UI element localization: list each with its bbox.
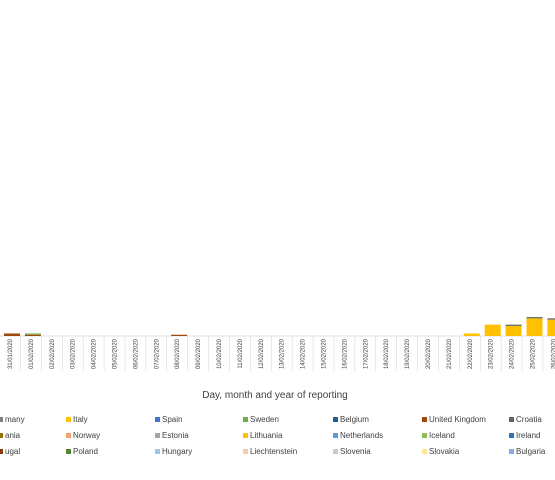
legend: many Italy Spain Sweden Belgium United Kingdo… bbox=[0, 415, 546, 456]
legend-label: Ireland bbox=[516, 431, 540, 440]
legend-swatch bbox=[155, 417, 160, 422]
x-tick-label: 25/02/2020 bbox=[531, 338, 537, 369]
x-tick-label: 16/02/2020 bbox=[342, 338, 348, 369]
legend-swatch bbox=[66, 433, 71, 438]
legend-label: Spain bbox=[162, 415, 182, 424]
legend-swatch bbox=[509, 449, 514, 454]
legend-label: Hungary bbox=[162, 447, 192, 456]
legend-label: Sweden bbox=[250, 415, 279, 424]
bar-croatia bbox=[505, 324, 522, 326]
legend-swatch bbox=[333, 433, 338, 438]
bar-croatia bbox=[547, 318, 555, 320]
bar-italy bbox=[526, 318, 543, 336]
x-tick-label: 13/02/2020 bbox=[280, 338, 286, 369]
bar-united-kingdom bbox=[171, 334, 188, 336]
legend-label: many bbox=[5, 415, 25, 424]
legend-label: Iceland bbox=[429, 431, 455, 440]
x-tick-label: 12/02/2020 bbox=[259, 338, 265, 369]
x-tick-label: 10/02/2020 bbox=[217, 338, 223, 369]
legend-label: Netherlands bbox=[340, 431, 383, 440]
legend-label: ugal bbox=[5, 447, 20, 456]
legend-label: United Kingdom bbox=[429, 415, 486, 424]
bar-italy bbox=[505, 325, 522, 336]
x-tick-label: 11/02/2020 bbox=[238, 338, 244, 368]
legend-swatch bbox=[0, 449, 3, 454]
legend-swatch bbox=[333, 449, 338, 454]
x-tick-labels: 31/01/2020 01/02/2020 02/02/2020 03/02/2020… bbox=[8, 336, 555, 371]
x-tick-label: 04/02/2020 bbox=[92, 338, 98, 369]
bar-united-kingdom bbox=[4, 333, 20, 336]
legend-swatch bbox=[0, 433, 3, 438]
x-tick-label: 20/02/2020 bbox=[426, 338, 432, 369]
legend-label: Bulgaria bbox=[516, 447, 546, 456]
legend-swatch bbox=[155, 449, 160, 454]
x-tick-label: 22/02/2020 bbox=[468, 338, 474, 369]
x-tick-label: 01/02/2020 bbox=[29, 338, 35, 369]
x-tick-label: 31/01/2020 bbox=[8, 338, 14, 369]
x-tick-label: 18/02/2020 bbox=[384, 338, 390, 369]
x-tick-label: 21/02/2020 bbox=[447, 338, 453, 369]
legend-label: ania bbox=[5, 431, 21, 440]
bars bbox=[4, 317, 555, 336]
legend-swatch bbox=[243, 433, 248, 438]
legend-swatch bbox=[66, 449, 71, 454]
legend-swatch bbox=[509, 433, 514, 438]
x-tick-label: 23/02/2020 bbox=[489, 338, 495, 369]
bar-sweden bbox=[24, 333, 41, 335]
legend-swatch bbox=[422, 417, 427, 422]
legend-swatch bbox=[243, 417, 248, 422]
legend-swatch bbox=[0, 417, 3, 422]
legend-swatch bbox=[243, 449, 248, 454]
plot-area: 31/01/2020 01/02/2020 02/02/2020 03/02/2020… bbox=[0, 317, 555, 371]
legend-swatch bbox=[66, 417, 71, 422]
x-tick-label: 08/02/2020 bbox=[175, 338, 181, 369]
x-tick-label: 07/02/2020 bbox=[154, 338, 160, 369]
legend-swatch bbox=[155, 433, 160, 438]
legend-label: Italy bbox=[73, 415, 88, 424]
x-tick-label: 14/02/2020 bbox=[301, 338, 307, 369]
x-tick-label: 24/02/2020 bbox=[510, 338, 516, 369]
legend-swatch bbox=[333, 417, 338, 422]
legend-label: Croatia bbox=[516, 415, 542, 424]
legend-label: Slovenia bbox=[340, 447, 371, 456]
legend-label: Liechtenstein bbox=[250, 447, 297, 456]
x-tick-label: 26/02/2020 bbox=[551, 338, 555, 369]
x-tick-label: 02/02/2020 bbox=[50, 338, 56, 369]
x-tick-label: 03/02/2020 bbox=[71, 338, 77, 369]
bar-italy bbox=[484, 324, 501, 336]
legend-swatch bbox=[422, 449, 427, 454]
legend-label: Norway bbox=[73, 431, 100, 440]
legend-label: Lithuania bbox=[250, 431, 283, 440]
x-tick-label: 15/02/2020 bbox=[322, 338, 328, 369]
bar-italy bbox=[547, 319, 555, 336]
legend-label: Belgium bbox=[340, 415, 369, 424]
bar-italy bbox=[463, 333, 480, 336]
x-axis-label: Day, month and year of reporting bbox=[202, 390, 347, 401]
bar-croatia bbox=[526, 317, 543, 319]
bar-united-kingdom bbox=[24, 334, 41, 336]
legend-label: Estonia bbox=[162, 431, 189, 440]
x-tick-label: 19/02/2020 bbox=[405, 338, 411, 369]
legend-swatch bbox=[509, 417, 514, 422]
x-tick-label: 17/02/2020 bbox=[363, 338, 369, 369]
legend-swatch bbox=[422, 433, 427, 438]
x-tick-label: 06/02/2020 bbox=[133, 338, 139, 369]
legend-label: Poland bbox=[73, 447, 98, 456]
x-tick-label: 09/02/2020 bbox=[196, 338, 202, 369]
x-tick-label: 05/02/2020 bbox=[113, 338, 119, 369]
legend-label: Slovakia bbox=[429, 447, 460, 456]
